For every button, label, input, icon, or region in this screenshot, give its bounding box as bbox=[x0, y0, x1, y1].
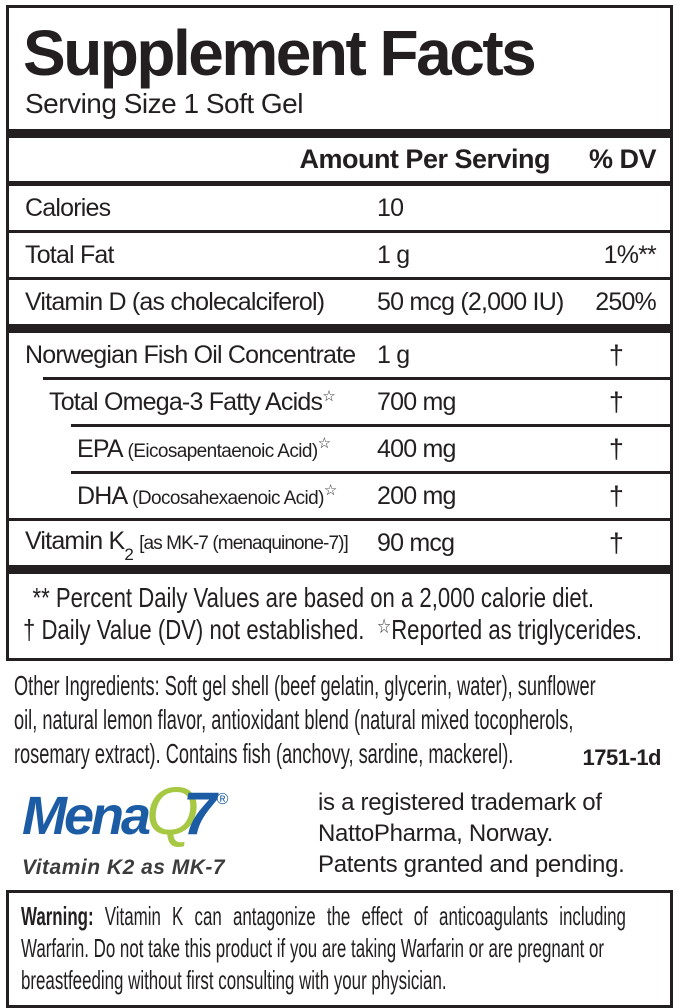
warning-line: breastfeeding without first consulting w… bbox=[21, 965, 447, 995]
nutrient-name: EPA bbox=[77, 434, 122, 463]
nutrient-name: Total Omega-3 Fatty Acids bbox=[49, 387, 323, 416]
nutrient-amount: 90 mcg bbox=[377, 528, 455, 557]
triglyceride-star-mark: ☆ bbox=[322, 387, 336, 405]
nutrient-amount: 700 mg bbox=[377, 387, 456, 416]
nutrient-long-name: (Eicosapentaenoic Acid) bbox=[127, 440, 319, 462]
nutrient-dv: 1%** bbox=[603, 240, 657, 269]
trademark-line: is a registered trademark of bbox=[318, 789, 602, 816]
divider-medium bbox=[9, 181, 670, 186]
menaq7-logo: MenaQ7® Vitamin K2 as MK-7 bbox=[6, 775, 318, 880]
trademark-line: Patents granted and pending. bbox=[318, 851, 625, 878]
logo-text-seven: 7 bbox=[182, 780, 217, 847]
nutrient-long-name: (Docosahexaenoic Acid) bbox=[132, 487, 324, 509]
nutrient-dv: 250% bbox=[595, 287, 657, 316]
other-ingredients: Other Ingredients: Soft gel shell (beef … bbox=[6, 661, 673, 771]
warning-label: Warning: bbox=[21, 901, 94, 931]
footnote-triglycerides: Reported as triglycerides. bbox=[391, 614, 643, 645]
nutrient-amount: 200 mg bbox=[377, 481, 456, 510]
nutrient-dv: † bbox=[608, 339, 624, 370]
nutrient-dv: † bbox=[608, 386, 624, 417]
row-total-omega3: Total Omega-3 Fatty Acids☆ 700 mg † bbox=[9, 380, 670, 424]
footnote-star-mark: ☆ bbox=[377, 616, 392, 638]
nutrient-dv: † bbox=[608, 527, 624, 558]
nutrient-amount: 1 g bbox=[377, 240, 410, 269]
column-header-row: Amount Per Serving % DV bbox=[9, 138, 670, 181]
logo-text-mena: Mena bbox=[22, 786, 151, 846]
divider-thin-indented bbox=[71, 424, 670, 427]
other-ingredients-line: Other Ingredients: Soft gel shell (beef … bbox=[14, 670, 596, 701]
other-ingredients-line: rosemary extract). Contains fish (anchov… bbox=[14, 738, 514, 769]
row-calories: Calories 10 bbox=[9, 186, 670, 230]
row-dha: DHA (Docosahexaenoic Acid)☆ 200 mg † bbox=[9, 474, 670, 518]
registered-trademark-icon: ® bbox=[216, 791, 229, 808]
row-fish-oil-concentrate: Norwegian Fish Oil Concentrate 1 g † bbox=[9, 333, 670, 377]
divider-thick bbox=[9, 565, 670, 574]
nutrient-name: Total Fat bbox=[25, 240, 114, 269]
other-ingredients-line: oil, natural lemon flavor, antioxidant b… bbox=[14, 704, 574, 735]
footnote-dv-line: † Daily Value (DV) not established. ☆Repo… bbox=[23, 614, 642, 649]
trademark-statement: is a registered trademark of NattoPharma… bbox=[318, 775, 625, 880]
nutrient-name: Calories bbox=[25, 193, 111, 222]
nutrient-name: Vitamin D (as cholecalciferol) bbox=[25, 287, 325, 316]
menaq7-section: MenaQ7® Vitamin K2 as MK-7 is a register… bbox=[6, 775, 673, 880]
row-total-fat: Total Fat 1 g 1%** bbox=[9, 233, 670, 277]
divider-thin bbox=[9, 230, 670, 233]
nutrient-amount: 1 g bbox=[377, 340, 410, 369]
warning-box: Warning: Vitamin K can antagonize the ef… bbox=[6, 890, 673, 1008]
row-epa: EPA (Eicosapentaenoic Acid)☆ 400 mg † bbox=[9, 427, 670, 471]
nutrient-amount: 10 bbox=[377, 193, 404, 222]
nutrient-dv: † bbox=[608, 433, 624, 464]
divider-thin-indented bbox=[71, 471, 670, 474]
divider-thick bbox=[9, 129, 670, 138]
amount-per-serving-header: Amount Per Serving bbox=[299, 144, 550, 174]
row-vitamin-k2: Vitamin K2 [as MK-7 (menaquinone-7)] 90 … bbox=[9, 521, 670, 565]
footnote-dagger: † Daily Value (DV) not established. bbox=[23, 614, 365, 645]
divider-thin bbox=[9, 518, 670, 521]
footnotes: ** Percent Daily Values are based on a 2… bbox=[9, 574, 670, 658]
supplement-facts-panel: Supplement Facts Serving Size 1 Soft Gel… bbox=[6, 5, 673, 661]
item-code: 1751-1d bbox=[582, 745, 662, 770]
panel-title: Supplement Facts bbox=[23, 17, 537, 89]
nutrient-long-name: [as MK-7 (menaquinone-7)] bbox=[139, 532, 349, 554]
nutrient-name: DHA bbox=[77, 481, 127, 510]
k2-subscript: 2 bbox=[124, 544, 133, 564]
logo-q-mark: Q bbox=[146, 773, 199, 849]
nutrient-name: Norwegian Fish Oil Concentrate bbox=[25, 340, 356, 369]
row-vitamin-d: Vitamin D (as cholecalciferol) 50 mcg (2… bbox=[9, 280, 670, 324]
serving-size: Serving Size 1 Soft Gel bbox=[25, 88, 303, 119]
trademark-line: NattoPharma, Norway. bbox=[318, 820, 553, 847]
footnote-percent-dv: ** Percent Daily Values are based on a 2… bbox=[32, 582, 595, 613]
triglyceride-star-mark: ☆ bbox=[323, 481, 338, 499]
logo-tagline: Vitamin K2 as MK-7 bbox=[22, 856, 226, 879]
nutrient-dv: † bbox=[608, 480, 624, 511]
warning-line: Vitamin K can antagonize the effect of a… bbox=[104, 901, 626, 931]
divider-thick bbox=[9, 324, 670, 333]
divider-thin-indented bbox=[43, 377, 670, 380]
percent-dv-header: % DV bbox=[588, 144, 657, 174]
nutrient-amount: 400 mg bbox=[377, 434, 456, 463]
nutrient-amount: 50 mcg (2,000 IU) bbox=[377, 287, 564, 316]
triglyceride-star-mark: ☆ bbox=[317, 434, 332, 452]
divider-thin bbox=[9, 277, 670, 280]
nutrient-name: Vitamin K bbox=[25, 526, 125, 555]
